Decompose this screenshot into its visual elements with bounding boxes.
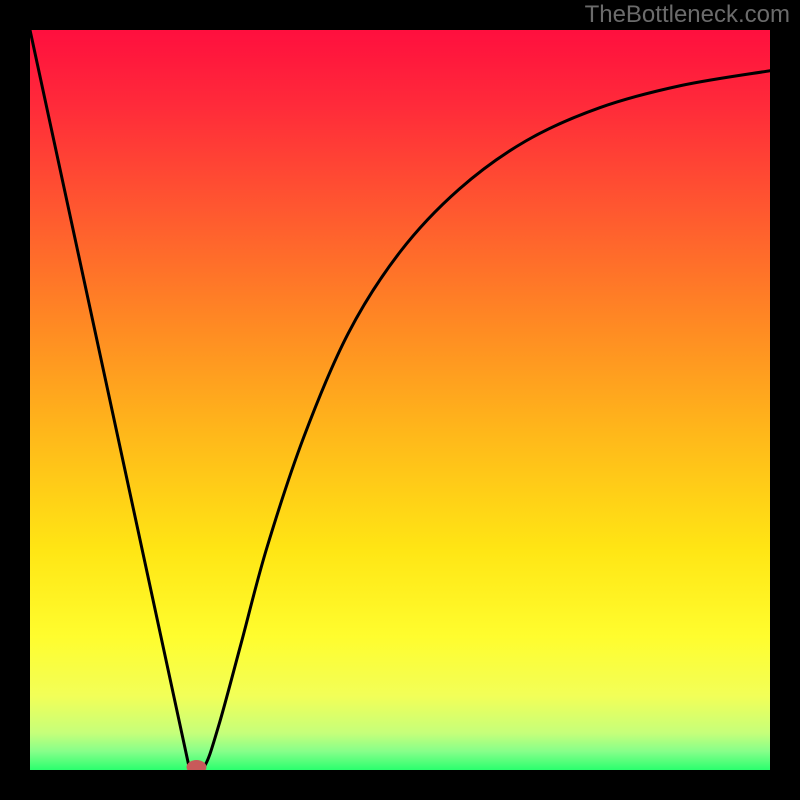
chart-svg: TheBottleneck.com — [0, 0, 800, 800]
chart-root: TheBottleneck.com — [0, 0, 800, 800]
watermark-text: TheBottleneck.com — [585, 1, 790, 28]
plot-background — [30, 30, 770, 770]
